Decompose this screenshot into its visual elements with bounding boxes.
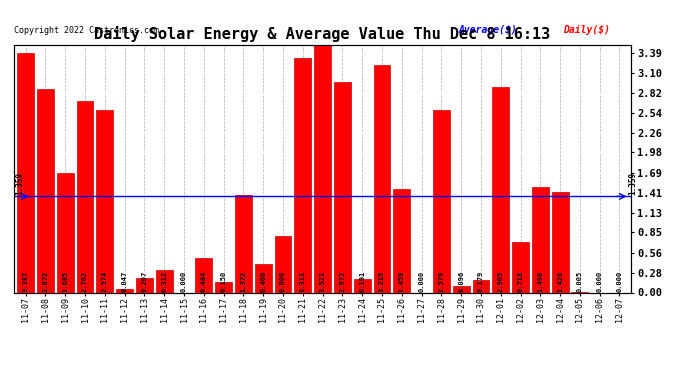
Text: 0.047: 0.047 [121,270,128,292]
Bar [17,53,34,292]
Text: 0.406: 0.406 [260,270,266,292]
Bar [334,82,351,292]
Text: 3.311: 3.311 [299,270,306,292]
Text: 1.359: 1.359 [628,172,637,195]
Text: 0.000: 0.000 [419,270,424,292]
Bar [453,286,469,292]
Bar [552,192,569,292]
Bar [433,110,450,292]
Bar [373,65,391,292]
Text: 1.359: 1.359 [15,172,24,195]
Text: 0.484: 0.484 [201,270,207,292]
Bar [77,101,93,292]
Bar [57,173,74,292]
Text: 2.905: 2.905 [497,270,504,292]
Bar [215,282,232,292]
Title: Daily Solar Energy & Average Value Thu Dec 8 16:13: Daily Solar Energy & Average Value Thu D… [95,27,551,42]
Bar [156,270,172,292]
Bar [314,44,331,292]
Text: 1.498: 1.498 [538,270,543,292]
Bar [116,289,133,292]
Bar [195,258,213,292]
Text: 0.312: 0.312 [161,270,167,292]
Bar [354,279,371,292]
Text: 0.096: 0.096 [458,270,464,292]
Bar [532,187,549,292]
Bar [492,87,509,292]
Text: 0.000: 0.000 [597,270,602,292]
Text: 1.426: 1.426 [557,270,563,292]
Text: 0.000: 0.000 [616,270,622,292]
Text: 2.972: 2.972 [339,270,346,292]
Bar [255,264,272,292]
Text: 1.459: 1.459 [399,270,405,292]
Bar [37,89,54,292]
Bar [473,280,489,292]
Text: 3.521: 3.521 [319,270,326,292]
Text: 3.387: 3.387 [23,270,29,292]
Text: 2.574: 2.574 [102,270,108,292]
Text: Average($): Average($) [458,25,518,35]
Text: 0.150: 0.150 [221,270,226,292]
Text: 1.685: 1.685 [62,270,68,292]
Text: 0.191: 0.191 [359,270,365,292]
Text: 2.579: 2.579 [438,270,444,292]
Text: 3.215: 3.215 [379,270,385,292]
Text: 1.372: 1.372 [240,270,246,292]
Bar [393,189,410,292]
Text: 0.718: 0.718 [518,270,524,292]
Text: 0.207: 0.207 [141,270,148,292]
Text: 0.005: 0.005 [577,270,583,292]
Bar [136,278,153,292]
Bar [275,236,291,292]
Text: 0.179: 0.179 [478,270,484,292]
Text: 0.000: 0.000 [181,270,187,292]
Text: 0.800: 0.800 [280,270,286,292]
Bar [512,242,529,292]
Bar [235,195,252,292]
Text: Daily($): Daily($) [564,25,611,35]
Text: 2.872: 2.872 [43,270,48,292]
Text: 2.702: 2.702 [82,270,88,292]
Bar [295,58,311,292]
Bar [97,111,113,292]
Text: Copyright 2022 Castronics.com: Copyright 2022 Castronics.com [14,26,159,35]
